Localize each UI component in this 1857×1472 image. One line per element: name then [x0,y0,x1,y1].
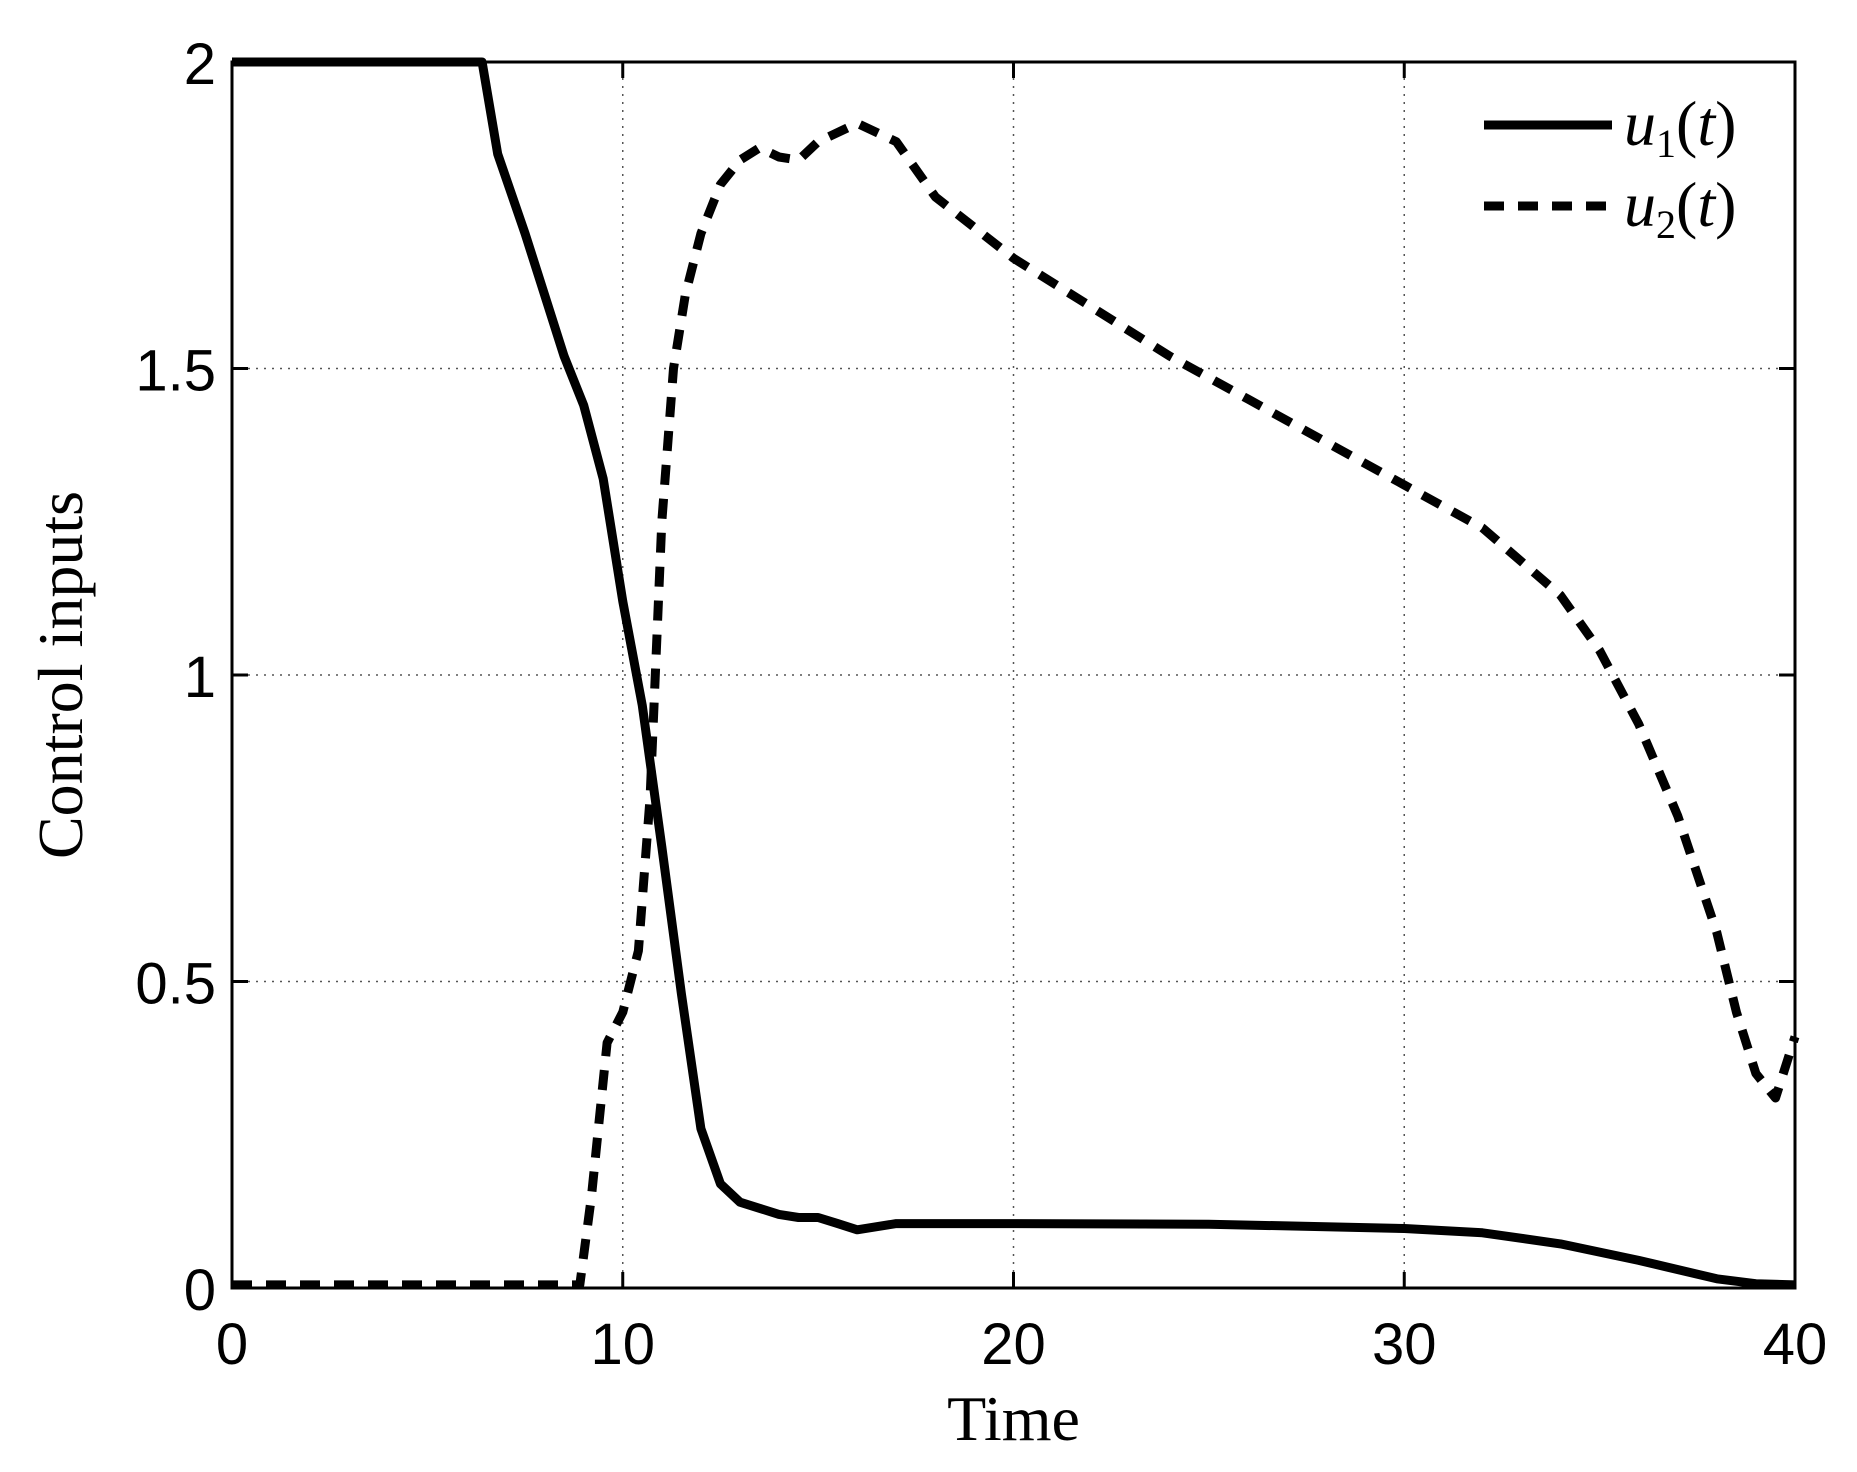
y-tick-label: 0.5 [135,952,216,1017]
legend-subscript: 1 [1656,121,1676,166]
legend-subscript: 2 [1656,202,1676,247]
legend-label-2: u2(t) [1624,169,1736,247]
x-tick-label: 30 [1372,1312,1437,1377]
y-tick-label: 0 [184,1258,216,1323]
x-tick-label: 20 [981,1312,1046,1377]
legend-open-paren: ( [1676,88,1697,159]
y-axis-label: Control inputs [25,491,96,859]
series-line-2 [232,118,1800,1290]
series-layer [232,57,1800,1290]
legend-var: u [1624,88,1656,159]
legend-label-1: u1(t) [1624,88,1736,166]
legend-open-paren: ( [1676,169,1697,240]
legend-arg: t [1697,88,1717,159]
axis-ticks [230,60,1797,1290]
legend: u1(t)u2(t) [1484,88,1736,247]
y-tick-label: 1 [184,645,216,710]
y-tick-label: 1.5 [135,339,216,404]
legend-arg: t [1697,169,1717,240]
legend-close-paren: ) [1715,169,1736,240]
legend-close-paren: ) [1715,88,1736,159]
x-tick-label: 0 [216,1312,248,1377]
x-tick-label: 10 [590,1312,655,1377]
grid-lines [232,62,1795,1288]
y-tick-label: 2 [184,32,216,97]
series-line-1 [232,57,1796,1290]
legend-var: u [1624,169,1656,240]
x-axis-label: Time [947,1383,1080,1454]
tick-labels: 0 10 20 30 40 0 0.5 1 1.5 2 [135,32,1827,1377]
x-tick-label: 40 [1763,1312,1828,1377]
